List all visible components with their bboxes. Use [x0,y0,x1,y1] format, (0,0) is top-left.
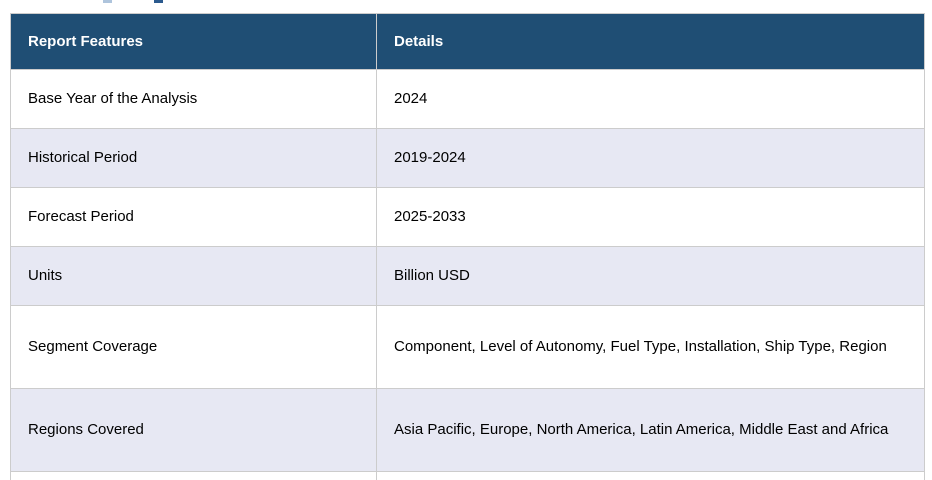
detail-cell: Asia Pacific, Europe, North America, Lat… [376,388,925,472]
feature-cell: Base Year of the Analysis [10,69,377,129]
report-features-table-container: Report Features Details Base Year of the… [10,13,925,480]
table-row-regions-covered: Regions Covered Asia Pacific, Europe, No… [10,388,925,472]
feature-cell [10,471,377,480]
detail-cell: Component, Level of Autonomy, Fuel Type,… [376,305,925,389]
feature-cell: Forecast Period [10,187,377,247]
report-features-table: Report Features Details Base Year of the… [10,13,925,480]
clipped-text-fragment [154,0,163,3]
table-row-historical-period: Historical Period 2019-2024 [10,128,925,188]
table-row-forecast-period: Forecast Period 2025-2033 [10,187,925,247]
table-row-clipped [10,471,925,480]
detail-cell: Billion USD [376,246,925,306]
detail-cell [376,471,925,480]
feature-cell: Historical Period [10,128,377,188]
detail-cell: 2025-2033 [376,187,925,247]
clipped-text-fragment [103,0,112,3]
column-header-details: Details [376,13,925,70]
table-row-units: Units Billion USD [10,246,925,306]
feature-cell: Units [10,246,377,306]
table-header-row: Report Features Details [10,13,925,70]
table-row-base-year: Base Year of the Analysis 2024 [10,69,925,129]
detail-cell: 2019-2024 [376,128,925,188]
table-row-segment-coverage: Segment Coverage Component, Level of Aut… [10,305,925,389]
feature-cell: Segment Coverage [10,305,377,389]
column-header-report-features: Report Features [10,13,377,70]
feature-cell: Regions Covered [10,388,377,472]
detail-cell: 2024 [376,69,925,129]
